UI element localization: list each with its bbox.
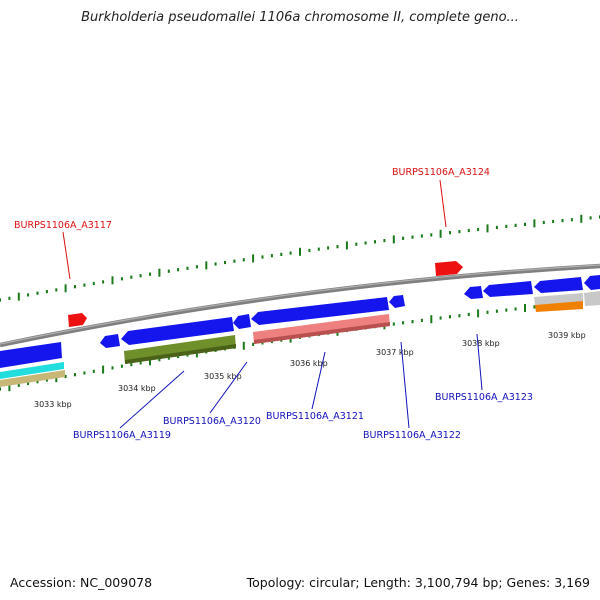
label-leader-lines (62, 179, 483, 429)
gene-a3119-small-arrow[interactable] (100, 334, 120, 348)
tick-label-3035: 3035 kbp (204, 372, 242, 381)
category-bar-pink-shade (254, 322, 390, 344)
gene-a3118-arrow[interactable] (0, 342, 62, 368)
gene-label-a3124[interactable]: BURPS1106A_A3124 (392, 167, 490, 178)
leader-a3124 (439, 179, 447, 228)
gene-a3123-arrow[interactable] (483, 281, 533, 297)
tick-label-3036: 3036 kbp (290, 359, 328, 368)
feature-category-track (0, 291, 600, 387)
gene-a3121-arrow[interactable] (251, 297, 389, 325)
gene-a3120-arrow[interactable] (233, 314, 251, 329)
leader-a3123 (476, 333, 483, 391)
leader-a3121 (311, 351, 326, 410)
leader-a3117 (62, 231, 71, 280)
leader-a3119 (119, 370, 185, 429)
reverse-strand-genes (0, 275, 600, 368)
category-bar-grey-a (534, 293, 583, 305)
category-bar-orange (535, 301, 583, 312)
tick-label-3037: 3037 kbp (376, 348, 414, 357)
gene-label-a3122[interactable]: BURPS1106A_A3122 (363, 430, 461, 441)
tick-label-3039: 3039 kbp (548, 331, 586, 340)
category-bar-olive-shade (125, 344, 236, 364)
gene-label-a3123[interactable]: BURPS1106A_A3123 (435, 392, 533, 403)
gene-a3117-arrow[interactable] (68, 313, 87, 327)
outer-tick-track (0, 214, 600, 302)
tick-label-3038: 3038 kbp (462, 339, 500, 348)
map-title: Burkholderia pseudomallei 1106a chromoso… (81, 10, 519, 25)
accession-text: Accession: NC_009078 (10, 575, 153, 590)
gene-a3123-small-arrow[interactable] (464, 286, 483, 299)
gene-next-arrow[interactable] (584, 275, 600, 290)
gene-a3119-arrow[interactable] (121, 317, 234, 345)
category-bar-grey-b (584, 291, 600, 306)
tick-label-3033: 3033 kbp (34, 400, 72, 409)
genome-summary-text: Topology: circular; Length: 3,100,794 bp… (246, 575, 590, 590)
gene-a3124-arrow[interactable] (435, 261, 463, 276)
gene-a3124-cds-arrow[interactable] (534, 277, 583, 293)
gene-label-a3119[interactable]: BURPS1106A_A3119 (73, 430, 171, 441)
scale-labels: 3033 kbp 3034 kbp 3035 kbp 3036 kbp 3037… (34, 331, 586, 409)
gene-a3122-arrow[interactable] (389, 295, 405, 308)
gene-label-a3121[interactable]: BURPS1106A_A3121 (266, 411, 364, 422)
category-bar-khaki (0, 370, 65, 387)
gene-label-a3117[interactable]: BURPS1106A_A3117 (14, 220, 112, 231)
tick-label-3034: 3034 kbp (118, 384, 156, 393)
chromosome-backbone-shade (0, 264, 600, 345)
gene-labels: BURPS1106A_A3117 BURPS1106A_A3124 BURPS1… (14, 167, 533, 441)
leader-a3122 (400, 341, 410, 429)
leader-a3120 (209, 361, 248, 414)
gene-label-a3120[interactable]: BURPS1106A_A3120 (163, 416, 261, 427)
forward-strand-genes (68, 261, 463, 327)
category-bar-cyan (0, 362, 64, 379)
chromosome-backbone (0, 263, 600, 348)
